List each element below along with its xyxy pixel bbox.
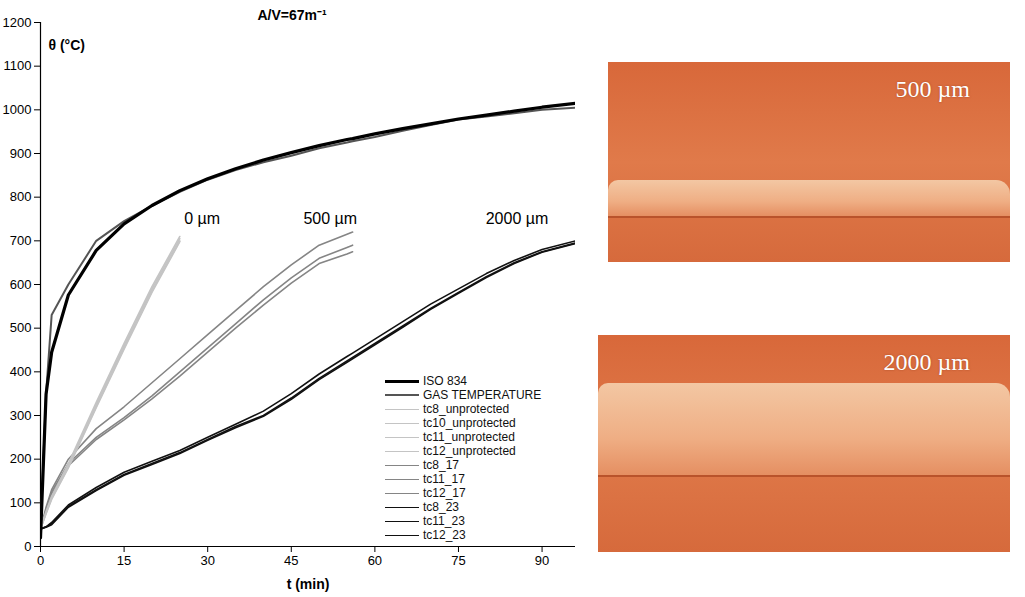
svg-text:600: 600 (10, 277, 32, 292)
html-text:tc11_23: tc11_23 (423, 514, 465, 528)
svg-text:75: 75 (451, 553, 465, 568)
svg-text:90: 90 (535, 553, 549, 568)
svg-text:1200: 1200 (3, 15, 32, 30)
svg-text:0 µm: 0 µm (184, 210, 220, 227)
html-text:tc12_17: tc12_17 (423, 486, 466, 500)
html-text:tc12_unprotected: tc12_unprotected (423, 444, 516, 458)
svg-text:45: 45 (284, 553, 298, 568)
svg-text:0: 0 (37, 553, 44, 568)
html-text:tc11_unprotected: tc11_unprotected (423, 430, 515, 444)
svg-text:t (min): t (min) (287, 576, 330, 592)
html-text:GAS TEMPERATURE: GAS TEMPERATURE (423, 388, 542, 402)
svg-text:300: 300 (10, 408, 32, 423)
svg-text:900: 900 (10, 146, 32, 161)
svg-text:500 µm: 500 µm (303, 210, 357, 227)
html-text:500 µm: 500 µm (895, 76, 970, 102)
svg-text:2000 µm: 2000 µm (486, 210, 549, 227)
svg-text:1000: 1000 (3, 102, 32, 117)
svg-text:200: 200 (10, 451, 32, 466)
svg-text:A/V=67m⁻¹: A/V=67m⁻¹ (257, 7, 327, 23)
html-text:ISO 834: ISO 834 (423, 374, 467, 388)
svg-text:30: 30 (200, 553, 214, 568)
svg-text:60: 60 (368, 553, 382, 568)
html-text:tc12_23: tc12_23 (423, 528, 466, 542)
svg-text:700: 700 (10, 233, 32, 248)
html-text:2000 µm: 2000 µm (883, 349, 970, 375)
svg-text:400: 400 (10, 364, 32, 379)
html-text:tc8_unprotected: tc8_unprotected (423, 402, 510, 416)
svg-text:θ (°C): θ (°C) (49, 37, 86, 53)
html-text:tc10_unprotected: tc10_unprotected (423, 416, 516, 430)
html-text:tc8_23: tc8_23 (423, 500, 459, 514)
html-text:tc11_17: tc11_17 (423, 472, 465, 486)
svg-text:100: 100 (10, 495, 32, 510)
svg-text:15: 15 (117, 553, 131, 568)
html-text:tc8_17: tc8_17 (423, 458, 459, 472)
svg-text:500: 500 (10, 320, 32, 335)
svg-text:1100: 1100 (4, 58, 32, 73)
svg-text:0: 0 (24, 539, 31, 554)
svg-text:800: 800 (10, 189, 32, 204)
